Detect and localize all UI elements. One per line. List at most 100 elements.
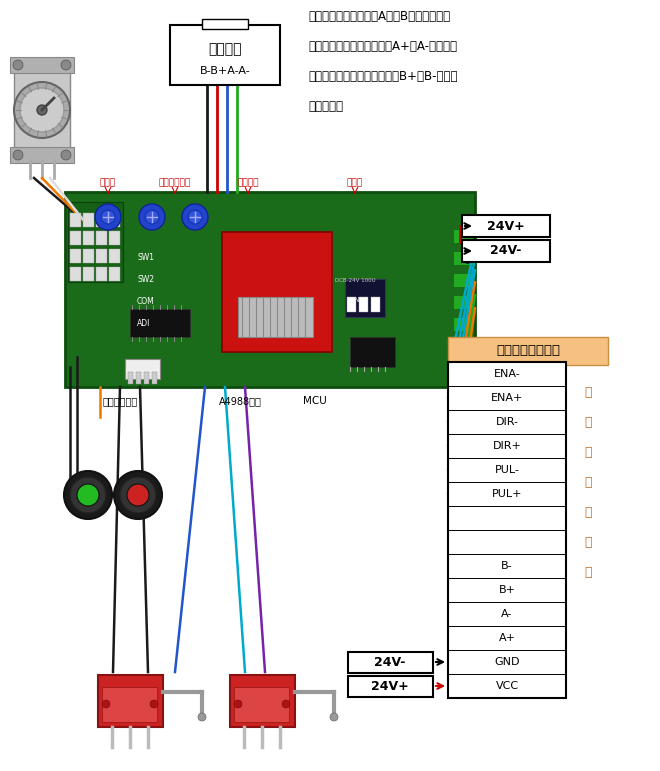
- Text: DIR-: DIR-: [496, 417, 519, 427]
- Circle shape: [114, 471, 162, 519]
- Circle shape: [150, 700, 158, 708]
- Text: COM: COM: [137, 297, 154, 305]
- Text: SW1: SW1: [137, 252, 154, 261]
- Circle shape: [145, 210, 159, 224]
- Text: 不分正负。: 不分正负。: [308, 100, 343, 113]
- Circle shape: [127, 484, 149, 506]
- Text: 24V+: 24V+: [371, 679, 409, 692]
- Text: 调加减速时间: 调加减速时间: [159, 178, 191, 187]
- Circle shape: [282, 700, 290, 708]
- Circle shape: [61, 60, 71, 70]
- Circle shape: [14, 82, 70, 138]
- Text: ADI: ADI: [137, 318, 150, 328]
- Circle shape: [37, 105, 47, 115]
- Bar: [448, 362, 566, 386]
- Bar: [371, 297, 380, 312]
- Circle shape: [77, 484, 99, 506]
- Bar: [128, 372, 133, 384]
- Text: A4988模块: A4988模块: [218, 396, 261, 406]
- Bar: [83, 231, 94, 245]
- Bar: [14, 70, 70, 160]
- Bar: [462, 240, 550, 262]
- Text: B+: B+: [498, 585, 515, 595]
- Text: 24V+: 24V+: [487, 220, 525, 233]
- Bar: [448, 362, 566, 698]
- Bar: [350, 337, 395, 367]
- Text: ON: ON: [350, 297, 360, 303]
- Bar: [348, 676, 433, 697]
- Text: 24V-: 24V-: [374, 655, 406, 668]
- Bar: [70, 249, 81, 263]
- Text: VCC: VCC: [496, 681, 519, 691]
- Bar: [453, 361, 473, 375]
- Text: 调细分: 调细分: [347, 178, 363, 187]
- Bar: [448, 650, 566, 674]
- Bar: [109, 231, 120, 245]
- Bar: [109, 267, 120, 281]
- Circle shape: [64, 471, 112, 519]
- Circle shape: [13, 150, 23, 160]
- Bar: [144, 372, 149, 384]
- Bar: [109, 213, 120, 227]
- Bar: [70, 267, 81, 281]
- Text: 限位开关接口: 限位开关接口: [102, 396, 138, 406]
- Circle shape: [13, 60, 23, 70]
- Text: 也可以外接驱动器: 也可以外接驱动器: [496, 345, 560, 358]
- Bar: [170, 25, 280, 85]
- Bar: [453, 317, 473, 331]
- Bar: [453, 295, 473, 309]
- Text: MCU: MCU: [303, 396, 327, 406]
- Bar: [448, 337, 608, 365]
- Bar: [125, 359, 160, 379]
- Bar: [448, 530, 566, 554]
- Bar: [102, 687, 157, 722]
- Bar: [83, 267, 94, 281]
- Text: PUL+: PUL+: [492, 489, 522, 499]
- Text: 驱: 驱: [584, 506, 592, 519]
- Bar: [202, 19, 248, 29]
- Bar: [83, 213, 94, 227]
- Bar: [109, 249, 120, 263]
- Circle shape: [198, 713, 206, 721]
- Circle shape: [330, 713, 338, 721]
- Circle shape: [234, 700, 242, 708]
- Circle shape: [188, 210, 202, 224]
- Bar: [453, 339, 473, 353]
- Bar: [462, 215, 550, 237]
- Circle shape: [102, 700, 110, 708]
- Bar: [448, 602, 566, 626]
- Bar: [234, 687, 289, 722]
- Bar: [448, 626, 566, 650]
- Bar: [230, 675, 295, 727]
- Text: PUL-: PUL-: [494, 465, 519, 475]
- Bar: [453, 273, 473, 287]
- Circle shape: [70, 477, 106, 513]
- Bar: [152, 372, 157, 384]
- Text: A+: A+: [498, 633, 515, 643]
- Bar: [10, 147, 74, 163]
- Bar: [448, 506, 566, 530]
- Bar: [83, 249, 94, 263]
- Circle shape: [120, 477, 156, 513]
- Text: 步: 步: [584, 386, 592, 399]
- Bar: [347, 297, 356, 312]
- Bar: [448, 674, 566, 698]
- Circle shape: [139, 204, 165, 230]
- Text: B-B+A-A-: B-B+A-A-: [199, 66, 250, 76]
- Bar: [453, 229, 473, 243]
- Text: 电: 电: [584, 446, 592, 459]
- Bar: [348, 652, 433, 673]
- Text: 调速度: 调速度: [100, 178, 116, 187]
- Bar: [98, 675, 163, 727]
- Circle shape: [20, 88, 64, 132]
- Text: ENA-: ENA-: [494, 369, 520, 379]
- Bar: [222, 232, 332, 352]
- Bar: [448, 410, 566, 434]
- Text: 步进电机: 步进电机: [209, 42, 242, 56]
- Text: 正负，另外两根是一组再接到B+和B-，同样: 正负，另外两根是一组再接到B+和B-，同样: [308, 70, 457, 83]
- Circle shape: [182, 204, 208, 230]
- Bar: [10, 57, 74, 73]
- Text: DIR+: DIR+: [492, 441, 521, 451]
- Text: 机: 机: [584, 476, 592, 489]
- Text: 进: 进: [584, 416, 592, 429]
